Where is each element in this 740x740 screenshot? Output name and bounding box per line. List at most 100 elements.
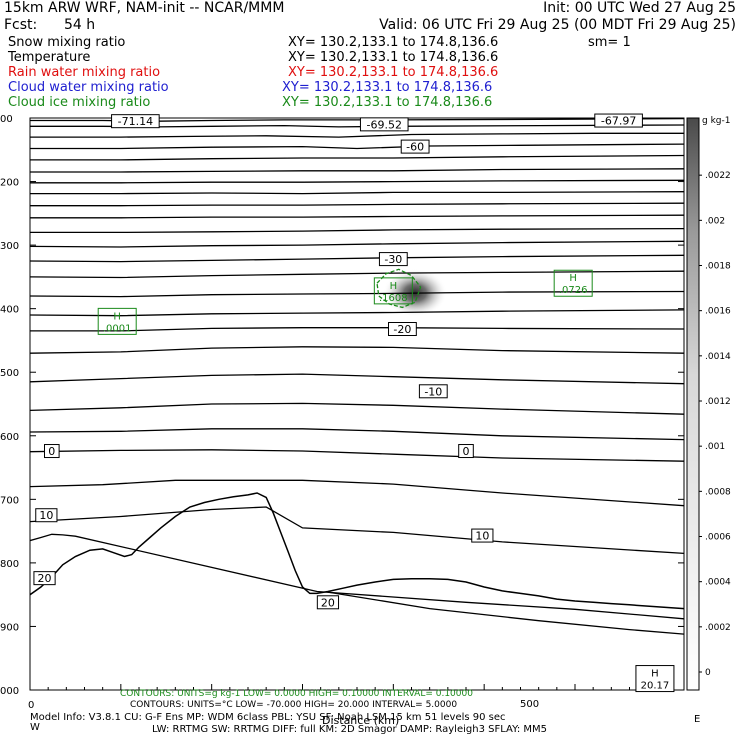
- isotherm-line: [30, 132, 684, 138]
- isotherm-line: [30, 327, 684, 332]
- isotherm-label-box: [111, 114, 160, 129]
- maximum-label-box: [97, 307, 137, 335]
- isotherm-label: -67.97: [594, 113, 643, 128]
- isotherm-line: [30, 179, 684, 184]
- colorbar-unit: g kg-1: [702, 116, 730, 126]
- maximum-label: H.1608: [373, 277, 413, 305]
- isotherm-label: 10: [471, 528, 494, 543]
- maximum-value: .0726: [559, 285, 588, 296]
- colorbar-tick-label: .001: [705, 442, 725, 452]
- isotherm-label-box: [33, 571, 56, 586]
- maximum-letter: H: [569, 273, 577, 284]
- maximum-label: H.0726: [553, 269, 593, 297]
- y-axis-tick-label: 600: [0, 432, 19, 443]
- isotherm-label-box: [471, 528, 494, 543]
- isotherm-label-box: [418, 384, 448, 399]
- model-info-line-2: LW: RRTMG SW: RRTMG DIFF: full KM: 2D Sm…: [152, 724, 548, 735]
- maximum-letter: H: [651, 669, 659, 680]
- isotherm-line: [30, 154, 684, 161]
- isotherm-line: [30, 191, 684, 195]
- isotherm-label: -71.14: [111, 114, 160, 129]
- isotherm-label-text: -20: [393, 323, 411, 336]
- isotherm-label-box: [316, 595, 340, 610]
- y-axis-tick-label: 900: [0, 622, 19, 633]
- isotherm-label-text: -30: [384, 253, 402, 266]
- isotherm-line: [30, 290, 684, 298]
- isotherm-label: -10: [418, 384, 448, 399]
- isotherm-label-box: [388, 322, 417, 337]
- maximum-label-box: [635, 665, 675, 693]
- isotherm-label: 10: [35, 508, 58, 523]
- isotherm-line: [30, 428, 684, 441]
- terrain-profile-line: [30, 492, 684, 610]
- isotherm-line: [30, 270, 684, 279]
- west-endpoint-label: W: [30, 722, 40, 733]
- contours-ice-info: CONTOURS: UNITS=g kg-1 LOW= 0.0000 HIGH=…: [120, 689, 473, 699]
- y-axis-tick-label: 200: [0, 178, 19, 189]
- isotherm-label-text: -71.14: [118, 115, 153, 128]
- cloud-ice-contour: [376, 268, 422, 309]
- colorbar-tick-label: .0012: [705, 397, 731, 407]
- maximum-letter: H: [113, 311, 121, 322]
- isotherm-line: [30, 254, 684, 263]
- y-axis-tick-label: 700: [0, 495, 19, 506]
- isotherm-label-text: 10: [475, 530, 489, 543]
- x-tick-0: 0: [28, 700, 35, 711]
- isotherm-line: [30, 346, 684, 354]
- y-axis-tick-label: 500: [0, 368, 19, 379]
- legend-field-xy: XY= 130.2,133.1 to 174.8,136.6: [282, 95, 493, 110]
- colorbar-tick-label: .0006: [705, 533, 731, 543]
- maximum-value: .0001: [103, 323, 132, 334]
- isotherm-label-text: -60: [406, 141, 424, 154]
- isotherm-label: -30: [378, 252, 408, 267]
- isotherm-label: 0: [458, 444, 474, 459]
- contours-temp-info: CONTOURS: UNITS=°C LOW= -70.000 HIGH= 20…: [130, 700, 458, 710]
- isotherm-label-box: [359, 117, 409, 132]
- y-axis-tick-label: 400: [0, 305, 19, 316]
- title-left: 15km ARW WRF, NAM-init -- NCAR/MMM: [4, 0, 285, 16]
- maximum-label-box: [373, 277, 413, 305]
- y-axis-tick-label: 300: [0, 241, 19, 252]
- colorbar: [686, 117, 700, 691]
- isotherm-line: [30, 309, 684, 317]
- legend-field-name: Cloud water mixing ratio: [8, 80, 169, 95]
- isotherm-line: [30, 202, 684, 207]
- isotherm-line: [30, 143, 684, 150]
- legend-field-xy: XY= 130.2,133.1 to 174.8,136.6: [288, 35, 499, 50]
- init-time: Init: 00 UTC Wed 27 Aug 25: [543, 0, 736, 16]
- isotherm-label-text: 0: [48, 445, 55, 458]
- forecast-label: Fcst:: [4, 17, 38, 33]
- isotherm-line: [30, 449, 684, 462]
- isotherm-label-text: 10: [39, 509, 53, 522]
- forecast-hours: 54 h: [64, 17, 96, 33]
- x-axis-label: Distance (km): [322, 714, 400, 727]
- isotherm-line: [30, 402, 684, 415]
- legend-field-xy: XY= 130.2,133.1 to 174.8,136.6: [282, 80, 493, 95]
- isotherm-label: 20: [33, 571, 56, 586]
- legend-field-xy: XY= 130.2,133.1 to 174.8,136.6: [288, 50, 499, 65]
- isotherm-line: [30, 214, 684, 219]
- legend-field-xy: XY= 130.2,133.1 to 174.8,136.6: [288, 65, 499, 80]
- isotherm-label: -20: [388, 322, 417, 337]
- maximum-value: .1608: [379, 293, 408, 304]
- isotherm-label-text: 20: [38, 572, 52, 585]
- isotherm-label-box: [400, 139, 430, 154]
- colorbar-tick-label: .0022: [705, 171, 731, 181]
- isotherm-label-text: -67.97: [601, 115, 636, 128]
- legend-field-name: Snow mixing ratio: [8, 35, 126, 50]
- legend-field-smoothing: sm= 1: [588, 35, 631, 50]
- isotherm-label-text: 0: [463, 445, 470, 458]
- isotherm-label-box: [378, 252, 408, 267]
- maximum-letter: H: [390, 281, 398, 292]
- model-info-line-1: Model Info: V3.8.1 CU: G-F Ens MP: WDM 6…: [30, 712, 506, 723]
- isotherm-label: 0: [44, 444, 60, 459]
- x-tick-500: 500: [520, 699, 540, 710]
- maximum-value: 20.17: [641, 681, 670, 692]
- east-endpoint-label: E: [694, 714, 701, 725]
- isotherm-label-text: -69.52: [367, 118, 402, 131]
- isotherm-label-box: [44, 444, 60, 459]
- isotherm-label-text: -10: [424, 385, 442, 398]
- isotherm-label: -60: [400, 139, 430, 154]
